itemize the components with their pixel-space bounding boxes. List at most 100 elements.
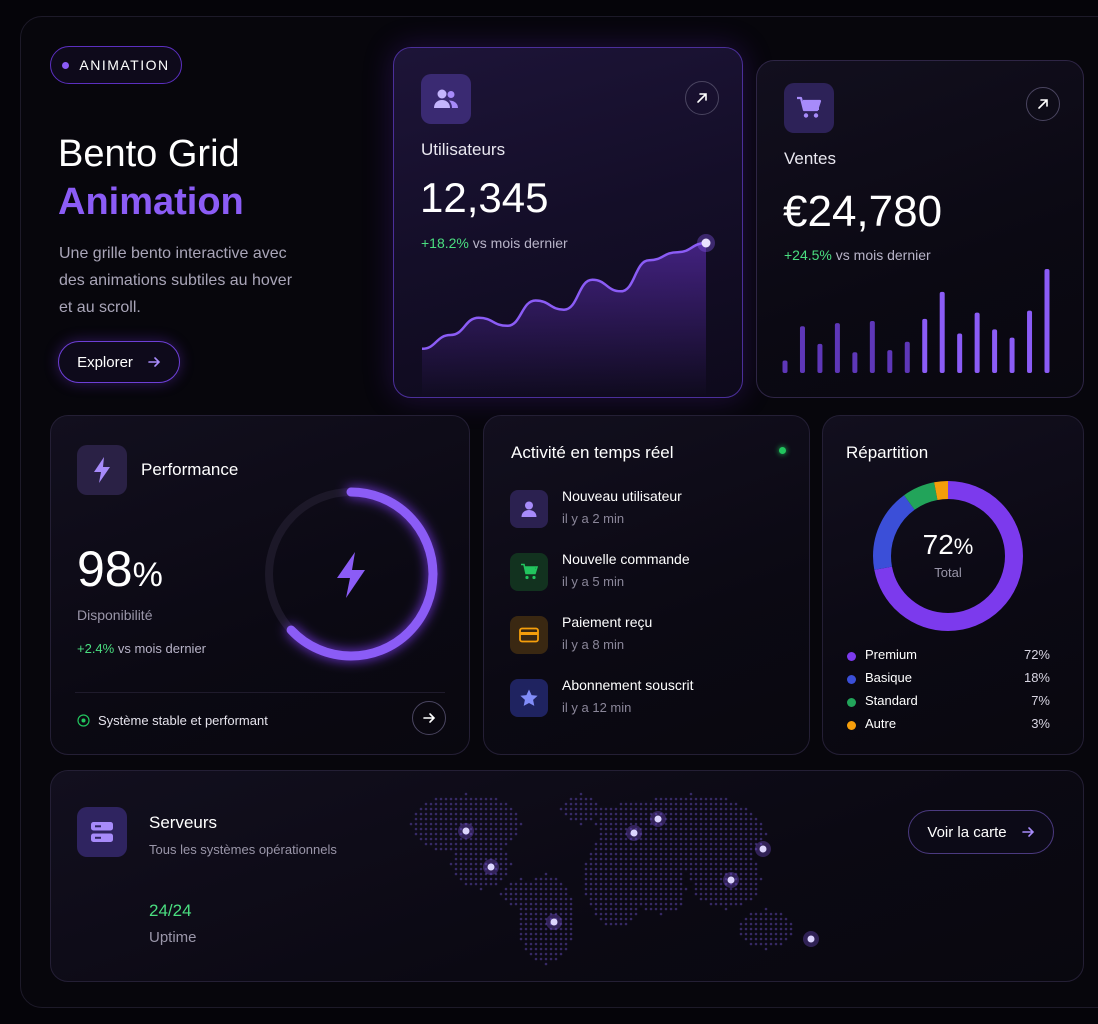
map-dot [664,842,668,846]
map-dot [659,852,663,856]
map-dot [674,842,678,846]
map-dot [419,817,423,821]
map-dot [554,892,558,896]
map-dot [719,862,723,866]
map-dot [714,862,718,866]
map-dot [414,832,418,836]
map-dot [584,817,588,821]
performance-label: Disponibilité [77,607,153,623]
badge-dot-icon [62,61,70,69]
activity-item[interactable]: Nouveau utilisateur il y a 2 min [510,488,809,538]
lightning-icon-box [77,445,127,495]
map-dot [714,857,718,861]
map-dot [589,882,593,886]
status-row: Système stable et performant [77,713,268,728]
voir-la-carte-button[interactable]: Voir la carte [908,810,1054,854]
map-dot [644,877,648,881]
map-dot [724,867,728,871]
map-dot [479,852,483,856]
users-chart-endpoint [701,238,711,248]
map-dot [734,882,738,886]
map-dot [609,917,613,921]
map-dot [669,897,673,901]
users-value: 12,345 [420,174,549,221]
map-dot [744,927,748,931]
sales-bar-chart [782,269,1050,373]
map-dot [614,907,618,911]
map-dot [709,897,713,901]
map-dot [449,862,453,866]
map-dot [634,877,638,881]
map-dot [499,802,503,806]
map-dot [574,812,578,816]
map-dot [749,842,753,846]
map-dot [554,952,558,956]
map-dot [664,797,668,801]
performance-value-number: 98 [77,541,133,597]
map-dot [499,862,503,866]
map-dot [744,937,748,941]
map-dot [614,917,618,921]
cart-icon [521,563,538,580]
map-dot [589,877,593,881]
map-dot [499,837,503,841]
map-dot [644,902,648,906]
lightning-icon [94,457,110,483]
map-dot [684,887,688,891]
map-dot [739,887,743,891]
map-dot [594,877,598,881]
users-card[interactable]: Utilisateurs 12,345 +18.2% vs mois derni… [393,47,743,398]
map-dot [619,857,623,861]
map-dot [739,817,743,821]
map-dot [719,797,723,801]
map-dot [549,892,553,896]
sales-bar [1009,337,1015,373]
users-open-button[interactable] [685,81,719,115]
map-dot [674,807,678,811]
map-dot [644,852,648,856]
map-dot [564,887,568,891]
explorer-button[interactable]: Explorer [58,341,180,383]
map-dot [654,847,658,851]
activity-item[interactable]: Paiement reçu il y a 8 min [510,614,809,664]
hero-description-line3: et au scroll. [59,299,141,316]
map-dot [749,922,753,926]
map-dot [479,857,483,861]
map-dot [634,872,638,876]
map-dot [444,822,448,826]
map-dot [664,877,668,881]
map-dot [509,887,513,891]
performance-details-button[interactable] [412,701,446,735]
map-dot [514,812,518,816]
map-dot [719,807,723,811]
map-dot [759,917,763,921]
map-dot [619,912,623,916]
activity-item[interactable]: Abonnement souscrit il y a 12 min [510,677,809,727]
map-dot [769,932,773,936]
map-dot [664,817,668,821]
map-dot [479,817,483,821]
map-dot [719,847,723,851]
map-dot [639,862,643,866]
map-dot [504,837,508,841]
map-dot [704,852,708,856]
map-dot [724,827,728,831]
map-dot [604,842,608,846]
sales-card[interactable]: Ventes €24,780 +24.5% vs mois dernier [756,60,1084,398]
donut-segment [873,481,1023,631]
map-dot [724,862,728,866]
map-dot [704,807,708,811]
repartition-title: Répartition [846,443,929,462]
map-dot [699,847,703,851]
map-dot [489,817,493,821]
map-dot [544,877,548,881]
map-dot [604,872,608,876]
map-dot [629,877,633,881]
performance-card[interactable]: Performance 98% Disponibilité +2.4% vs m… [50,415,470,755]
activity-item[interactable]: Nouvelle commande il y a 5 min [510,551,809,601]
map-dot [559,947,563,951]
map-dot [749,872,753,876]
map-dot [734,892,738,896]
sales-open-button[interactable] [1026,87,1060,121]
performance-change-suffix: vs mois dernier [117,641,206,656]
